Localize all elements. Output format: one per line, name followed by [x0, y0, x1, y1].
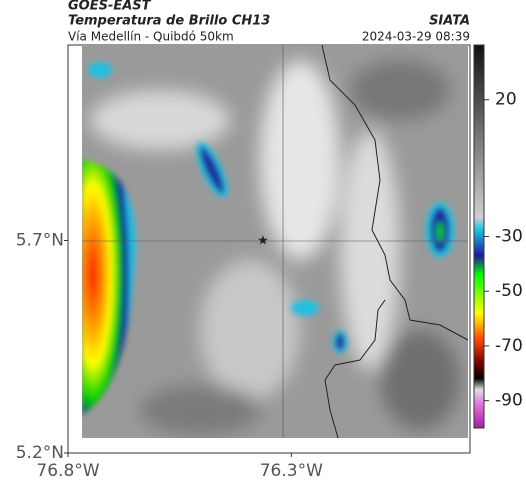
lat-label: 5.7°N [16, 231, 64, 251]
location-marker: ★ [257, 234, 269, 249]
subtitle: Vía Medellín - Quibdó 50km [68, 30, 234, 44]
colorbar-label: 20 [495, 90, 517, 110]
lon-label: 76.8°W [36, 461, 99, 481]
boundary [321, 45, 468, 438]
org: SIATA [429, 14, 470, 29]
colorbar-label: -30 [495, 227, 523, 247]
colorbar-label: -90 [495, 391, 523, 411]
header: GOES-EAST Temperatura de Brillo CH13 Vía… [68, 0, 470, 44]
lon-label: 76.3°W [260, 461, 323, 481]
datetime: 2024-03-29 08:39 [362, 30, 470, 44]
lat-label: 5.2°N [16, 443, 64, 463]
colorbar-label: -70 [495, 336, 523, 356]
colorbar-label: -50 [495, 281, 523, 301]
source: GOES-EAST [68, 0, 152, 14]
title: Temperatura de Brillo CH13 [68, 14, 270, 29]
colorbar [473, 44, 485, 429]
satellite-image: ★ [82, 45, 468, 438]
